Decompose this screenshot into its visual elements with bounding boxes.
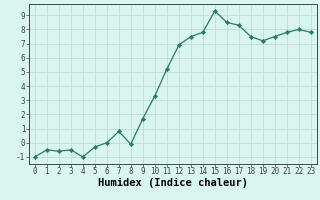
- X-axis label: Humidex (Indice chaleur): Humidex (Indice chaleur): [98, 178, 248, 188]
